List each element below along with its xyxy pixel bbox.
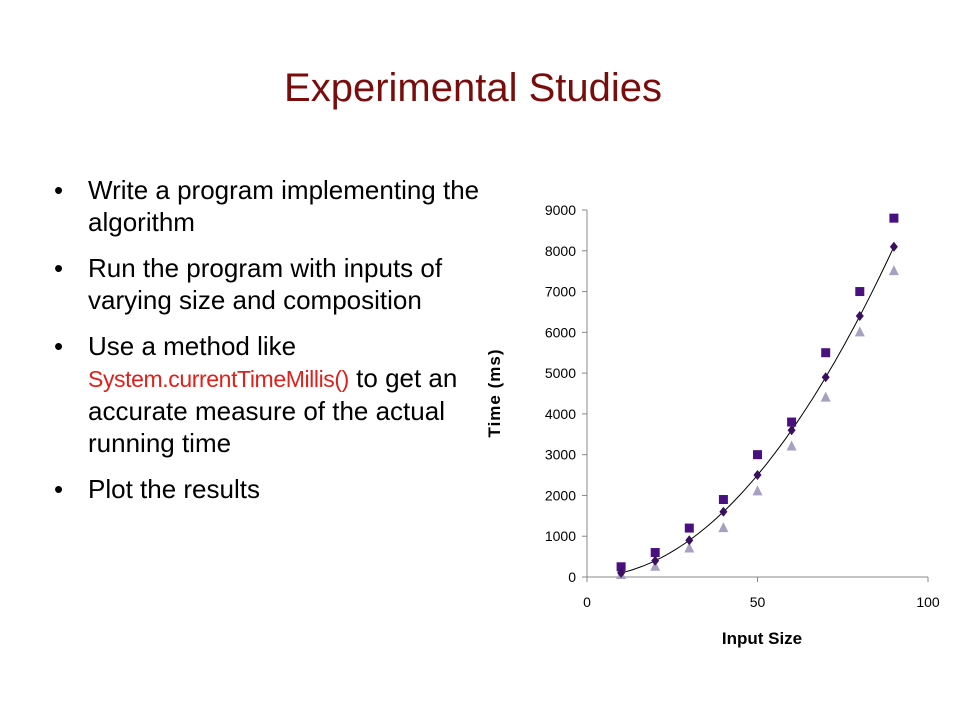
diamond-marker	[617, 567, 626, 578]
y-tick-label: 5000	[545, 365, 576, 381]
diamond-marker	[719, 506, 728, 517]
triangle-marker	[650, 560, 661, 571]
bullet-item: Run the program with inputs of varying s…	[54, 252, 494, 316]
y-tick-label: 7000	[545, 284, 576, 300]
square-marker	[821, 348, 831, 358]
square-marker	[616, 562, 626, 572]
triangle-marker	[854, 326, 865, 337]
triangle-marker	[820, 391, 831, 402]
triangle-marker	[752, 485, 763, 496]
square-marker	[684, 523, 694, 533]
square-marker	[718, 495, 728, 505]
diamond-marker	[889, 241, 898, 252]
y-axis-label: Time (ms)	[485, 349, 504, 438]
bullet-list: Write a program implementing the algorit…	[54, 174, 494, 519]
square-marker	[787, 417, 797, 427]
bullet-text: Plot the results	[88, 474, 260, 504]
diamond-marker	[685, 535, 694, 546]
y-tick-label: 3000	[545, 447, 576, 463]
diamond-marker	[821, 372, 830, 383]
bullet-item: Plot the results	[54, 473, 494, 505]
triangle-marker	[718, 522, 729, 533]
diamond-marker	[787, 425, 796, 436]
y-tick-label: 9000	[545, 202, 576, 218]
bullet-text: Run the program with inputs of varying s…	[88, 253, 443, 315]
trendline	[620, 246, 895, 574]
triangle-marker	[888, 265, 899, 276]
y-tick-label: 8000	[545, 243, 576, 259]
bullet-text: Write a program implementing the algorit…	[88, 175, 480, 237]
x-axis-label: Input Size	[722, 629, 802, 648]
y-tick-label: 6000	[545, 324, 576, 340]
diamond-marker	[855, 311, 864, 322]
slide-title: Experimental Studies	[284, 66, 662, 110]
bullet-item: Write a program implementing the algorit…	[54, 174, 494, 238]
chart-axes: 0 1000 2000 3000 4000 5000 6000 7000 8000 9000 0 50…	[545, 202, 940, 610]
y-tick-label: 0	[568, 569, 576, 585]
y-tick-label: 4000	[545, 406, 576, 422]
square-marker	[753, 450, 762, 460]
triangle-marker	[684, 542, 695, 553]
trendline-group	[620, 246, 895, 574]
square-marker	[889, 213, 899, 223]
method-name: System.currentTimeMillis()	[88, 366, 349, 392]
x-tick-label: 100	[916, 594, 940, 610]
chart-marks	[616, 213, 899, 579]
square-marker	[650, 548, 660, 558]
x-tick-label: 0	[583, 594, 591, 610]
square-marker	[855, 287, 865, 297]
bullet-text-after: to get an accurate measure of the actual…	[88, 363, 458, 458]
bullet-text-before: Use a method like	[88, 331, 297, 361]
diamond-marker	[753, 470, 762, 481]
diamond-marker	[651, 555, 660, 566]
triangle-marker	[786, 440, 797, 451]
y-tick-label: 1000	[545, 528, 576, 544]
x-tick-label: 50	[750, 594, 766, 610]
y-tick-label: 2000	[545, 487, 576, 503]
bullet-item: Use a method like System.currentTimeMill…	[54, 330, 494, 459]
